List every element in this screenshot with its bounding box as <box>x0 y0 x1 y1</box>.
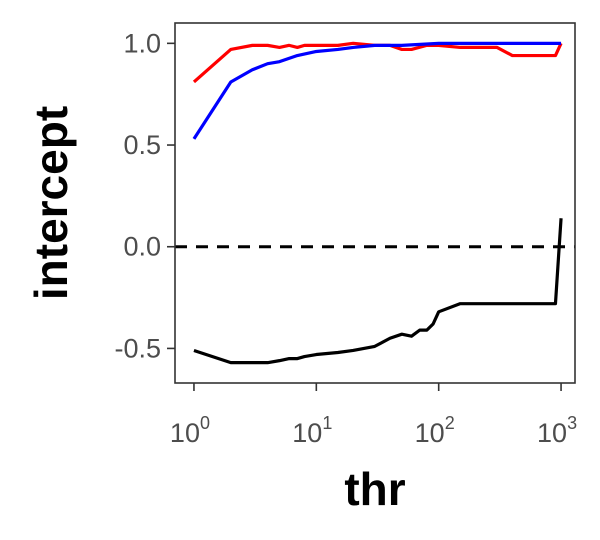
y-axis: 1.0 0.5 0.0 -0.5 <box>114 28 175 363</box>
y-tick-label: -0.5 <box>114 333 161 363</box>
x-tick-exponent: 2 <box>445 413 455 433</box>
y-tick-label: 1.0 <box>123 28 161 58</box>
x-tick-label: 102 <box>415 413 455 448</box>
x-axis-title: thr <box>344 463 405 515</box>
plot-panel-border <box>174 22 576 384</box>
x-tick-label: 101 <box>292 413 332 448</box>
y-tick-label: 0.0 <box>123 232 161 262</box>
x-axis: 100 101 102 103 <box>170 383 577 448</box>
x-tick-label: 103 <box>537 413 577 448</box>
y-axis-title: intercept <box>25 106 77 300</box>
x-tick-exponent: 0 <box>200 413 210 433</box>
x-tick-label: 100 <box>170 413 210 448</box>
series-layer <box>192 41 563 365</box>
x-tick-exponent: 3 <box>567 413 577 433</box>
y-tick-label: 0.5 <box>123 130 161 160</box>
series-line-2 <box>192 41 562 140</box>
series-line-3 <box>193 218 563 365</box>
x-tick-exponent: 1 <box>322 413 332 433</box>
plot-panel-background <box>175 23 575 383</box>
